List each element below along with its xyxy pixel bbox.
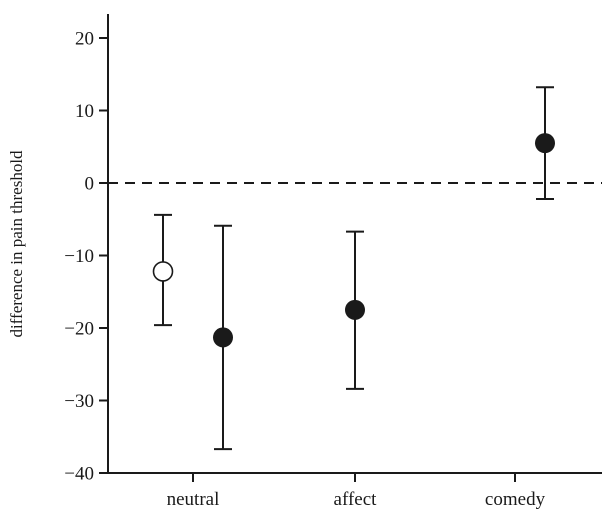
y-axis-title: difference in pain threshold: [7, 150, 26, 338]
y-tick-label: 10: [75, 101, 94, 122]
marker-open: [152, 261, 174, 282]
x-tick-label-neutral: neutral: [167, 489, 220, 510]
y-axis: 20 10 0 −10 −20 −30 −40: [64, 14, 109, 485]
y-tick-label: −10: [64, 246, 94, 267]
data-point-2: [213, 224, 233, 451]
y-tick-label: −40: [64, 464, 94, 485]
data-point-4: [535, 86, 555, 200]
y-tick-label: −30: [64, 391, 94, 412]
x-axis: neutral affect comedy: [108, 472, 602, 510]
data-points-layer: [152, 86, 555, 451]
data-point-3: [345, 230, 365, 390]
y-tick-label: −20: [64, 319, 94, 340]
y-tick-label: 20: [75, 29, 94, 50]
marker-filled: [345, 299, 365, 320]
y-tick-label: 0: [85, 174, 95, 195]
x-tick-label-comedy: comedy: [485, 489, 546, 510]
data-point-1: [152, 213, 174, 327]
marker-filled: [213, 327, 233, 348]
marker-filled: [535, 133, 555, 154]
x-tick-label-affect: affect: [334, 489, 378, 510]
